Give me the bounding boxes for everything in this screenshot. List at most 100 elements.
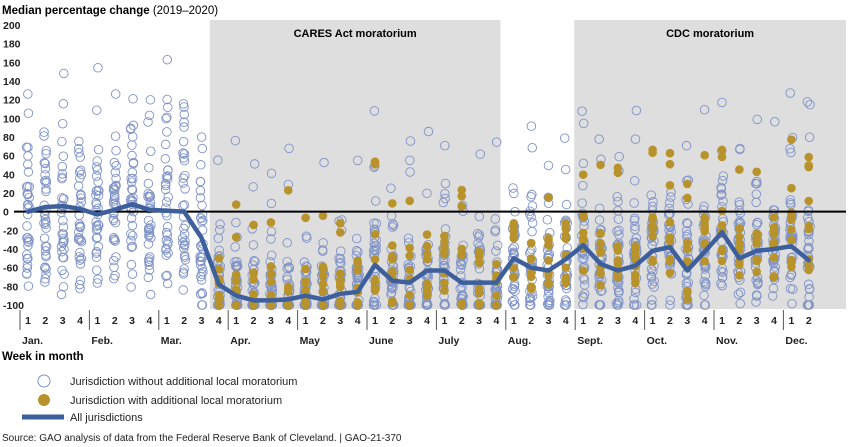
scatter-point-filled: [526, 282, 536, 292]
scatter-point-open: [110, 89, 121, 99]
scatter-point-open: [716, 189, 727, 200]
scatter-point-filled: [630, 270, 640, 280]
scatter-point-open: [162, 171, 173, 181]
scatter-point-open: [178, 269, 189, 279]
shaded-period-label: CDC moratorium: [666, 28, 754, 40]
scatter-point-open: [91, 265, 102, 275]
y-tick-label: 180: [3, 39, 21, 51]
scatter-point-filled: [752, 239, 761, 248]
scatter-point-open: [39, 131, 49, 141]
scatter-point-filled: [683, 179, 692, 189]
scatter-point-open: [74, 167, 85, 177]
scatter-point-open: [422, 188, 432, 199]
scatter-point-open: [178, 173, 189, 183]
y-tick-label: 120: [3, 95, 21, 107]
scatter-point-filled: [405, 251, 415, 261]
scatter-point-filled: [266, 269, 276, 279]
scatter-point-filled: [509, 233, 519, 243]
scatter-point-open: [455, 264, 466, 274]
scatter-point-open: [266, 226, 277, 237]
scatter-point-filled: [561, 231, 571, 241]
scatter-point-open: [163, 236, 173, 247]
scatter-point-open: [179, 239, 190, 250]
x-tick-week: 2: [736, 315, 742, 327]
scatter-point-filled: [769, 213, 779, 222]
scatter-point-filled: [457, 299, 467, 308]
scatter-point-open: [544, 300, 555, 310]
scatter-point-filled: [318, 271, 328, 280]
scatter-point-filled: [440, 231, 449, 241]
x-tick-week: 4: [216, 315, 222, 327]
scatter-point-filled: [405, 290, 415, 300]
scatter-point-filled: [214, 264, 224, 274]
x-tick-week: 4: [77, 315, 83, 327]
scatter-point-filled: [613, 246, 623, 255]
scatter-point-open: [75, 165, 86, 176]
scatter-point-filled: [214, 254, 224, 263]
scatter-point-open: [701, 279, 711, 290]
scatter-point-open: [40, 274, 50, 284]
scatter-point-open: [179, 250, 190, 261]
scatter-point-open: [179, 102, 189, 112]
scatter-point-open: [614, 151, 624, 162]
scatter-point-open: [197, 263, 207, 274]
x-tick-week: 2: [112, 315, 118, 327]
scatter-point-open: [163, 102, 173, 113]
scatter-point-open: [91, 252, 102, 262]
scatter-point-filled: [440, 242, 449, 252]
scatter-point-open: [75, 234, 85, 244]
x-tick-week: 3: [754, 315, 760, 327]
scatter-point-open: [249, 159, 260, 169]
x-tick-month: Feb.: [91, 335, 113, 347]
x-tick-week: 1: [25, 315, 31, 327]
scatter-point-filled: [700, 216, 709, 225]
scatter-point-filled: [735, 239, 744, 248]
scatter-point-filled: [787, 262, 796, 272]
scatter-point-open: [178, 99, 189, 109]
scatter-point-filled: [318, 300, 328, 310]
scatter-point-open: [542, 215, 553, 225]
scatter-point-filled: [249, 220, 258, 230]
scatter-point-open: [178, 237, 188, 248]
scatter-point-open: [700, 270, 711, 281]
scatter-point-open: [647, 295, 657, 305]
scatter-point-open: [735, 287, 746, 298]
scatter-point-open: [423, 126, 434, 137]
x-tick-week: 1: [164, 315, 170, 327]
x-tick-week: 2: [389, 315, 395, 327]
scatter-point-open: [163, 248, 173, 258]
scatter-point-open: [682, 218, 692, 228]
scatter-point-open: [127, 231, 138, 241]
scatter-point-open: [144, 231, 154, 241]
scatter-point-open: [109, 273, 119, 284]
scatter-point-filled: [683, 244, 692, 254]
x-tick-week: 4: [285, 315, 291, 327]
scatter-point-filled: [700, 224, 709, 234]
scatter-point-open: [405, 167, 415, 177]
scatter-point-open: [111, 145, 121, 156]
scatter-point-open: [162, 127, 172, 137]
scatter-point-filled: [283, 186, 293, 195]
scatter-point-filled: [266, 290, 276, 300]
scatter-point-open: [578, 158, 589, 169]
scatter-point-filled: [336, 218, 345, 228]
x-tick-month: June: [369, 335, 394, 347]
scatter-point-open: [57, 136, 67, 147]
scatter-point-open: [804, 284, 815, 294]
scatter-point-open: [108, 196, 119, 206]
scatter-point-open: [578, 291, 588, 301]
scatter-point-open: [473, 238, 483, 249]
scatter-point-open: [59, 244, 69, 254]
legend-marker-open: [37, 374, 51, 388]
scatter-point-open: [440, 300, 450, 310]
y-tick-label: -60: [3, 263, 18, 275]
x-tick-week: 4: [147, 315, 153, 327]
scatter-point-filled: [457, 185, 467, 195]
y-tick-label: 200: [3, 20, 21, 32]
scatter-point-open: [128, 157, 139, 168]
scatter-point-filled: [370, 275, 380, 285]
scatter-point-filled: [630, 241, 640, 251]
scatter-point-open: [93, 241, 104, 252]
scatter-point-open: [649, 282, 659, 292]
